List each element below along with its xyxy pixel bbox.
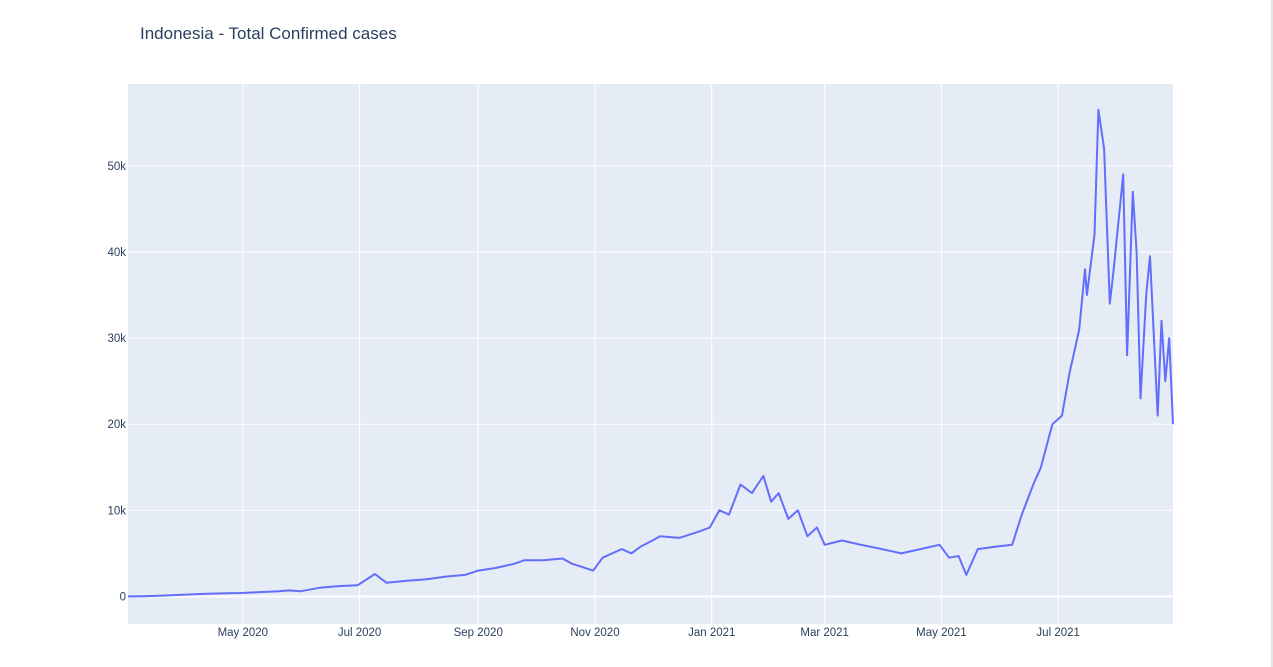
x-tick-label: Sep 2020 [454,627,503,639]
y-tick-label: 30k [107,333,126,345]
scrollbar-edge [1271,0,1273,667]
y-tick-label: 40k [107,247,126,259]
y-gridlines [128,165,1173,598]
y-tick-label: 50k [107,161,126,173]
y-axis: 0 10k 20k 30k 40k 50k [107,161,126,604]
series-line [127,108,1174,598]
x-tick-label: Jul 2020 [338,627,381,639]
series-layer [127,108,1174,598]
y-tick-label: 0 [120,591,126,603]
x-tick-label: Mar 2021 [800,627,849,639]
chart-title: Indonesia - Total Confirmed cases [140,24,397,43]
y-tick-label: 10k [107,505,126,517]
x-tick-label: May 2021 [916,627,967,639]
plot-area [128,84,1173,624]
x-tick-label: May 2020 [218,627,269,639]
x-axis: May 2020 Jul 2020 Sep 2020 Nov 2020 Jan 2021… [218,627,1080,639]
x-tick-label: Jan 2021 [688,627,735,639]
x-gridlines [242,84,1059,624]
y-tick-label: 20k [107,419,126,431]
x-tick-label: Jul 2021 [1036,627,1079,639]
x-tick-label: Nov 2020 [570,627,619,639]
